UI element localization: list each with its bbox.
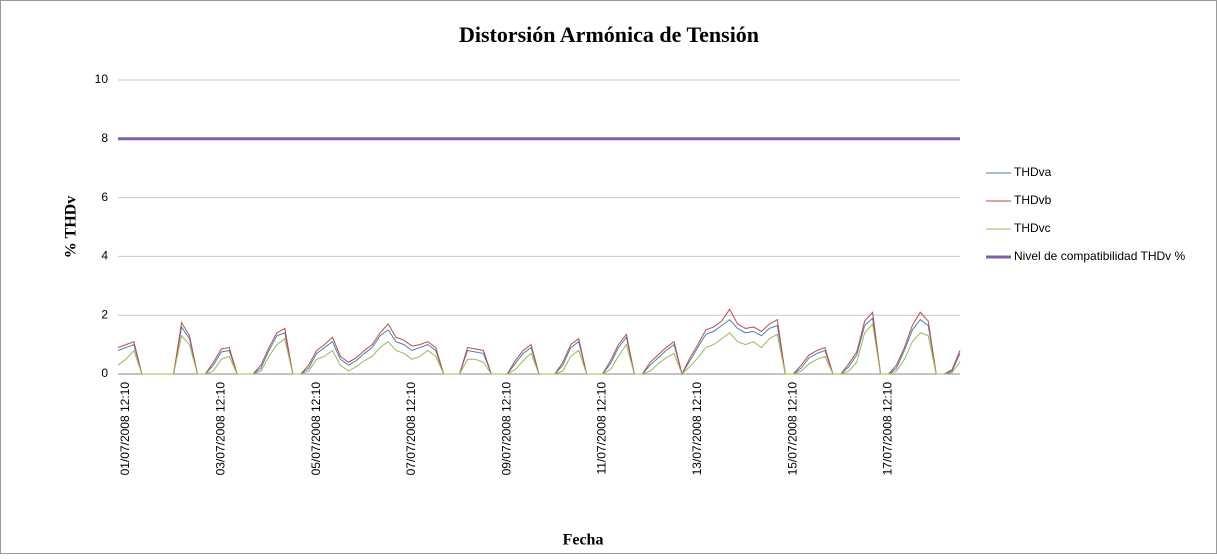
y-tick-label: 10 — [95, 72, 109, 86]
y-tick-label: 4 — [101, 249, 108, 263]
x-axis-title: Fecha — [563, 532, 604, 549]
x-tick-label: 01/07/2008 12:10 — [118, 382, 132, 476]
x-tick-label: 03/07/2008 12:10 — [213, 382, 227, 476]
y-axis-title: % THDv — [63, 196, 80, 258]
legend-label: THDvb — [1014, 193, 1052, 207]
x-tick-label: 11/07/2008 12:10 — [595, 382, 609, 475]
x-tick-label: 17/07/2008 12:10 — [881, 382, 895, 476]
chart-title: Distorsión Armónica de Tensión — [459, 22, 759, 47]
x-tick-label: 09/07/2008 12:10 — [499, 382, 513, 476]
x-tick-label: 13/07/2008 12:10 — [690, 382, 704, 476]
y-tick-label: 0 — [101, 366, 108, 380]
legend-label: Nivel de compatibilidad THDv % — [1014, 249, 1186, 263]
y-tick-label: 8 — [101, 131, 108, 145]
y-tick-label: 6 — [101, 190, 108, 204]
legend-label: THDva — [1014, 165, 1052, 179]
x-tick-label: 07/07/2008 12:10 — [404, 382, 418, 476]
y-tick-label: 2 — [101, 307, 108, 321]
series-line — [117, 322, 961, 375]
legend-label: THDvc — [1014, 221, 1051, 235]
x-tick-label: 05/07/2008 12:10 — [309, 382, 323, 476]
x-tick-label: 15/07/2008 12:10 — [785, 382, 799, 476]
